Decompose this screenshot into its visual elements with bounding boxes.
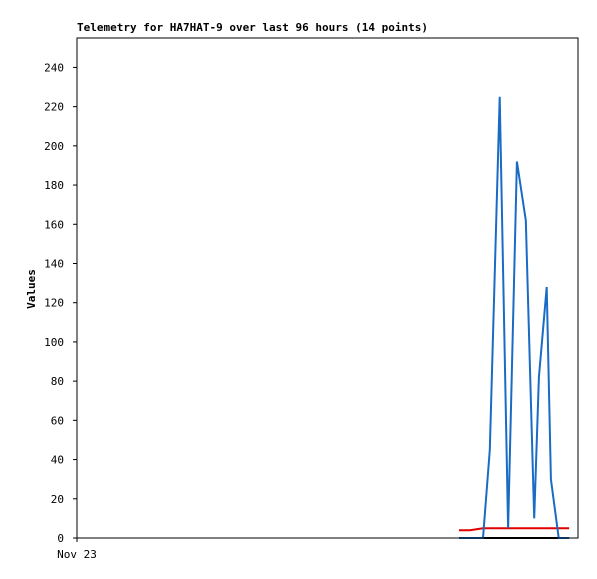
y-tick-label: 120	[44, 297, 64, 310]
y-axis-label: Values	[25, 269, 38, 309]
y-tick-label: 200	[44, 140, 64, 153]
y-tick-label: 160	[44, 218, 64, 231]
y-tick-label: 100	[44, 336, 64, 349]
y-tick-label: 0	[57, 532, 64, 545]
y-tick-label: 180	[44, 179, 64, 192]
y-tick-label: 240	[44, 61, 64, 74]
y-tick-label: 60	[51, 414, 64, 427]
chart-title: Telemetry for HA7HAT-9 over last 96 hour…	[77, 21, 428, 34]
y-tick-label: 220	[44, 101, 64, 114]
y-tick-label: 40	[51, 454, 64, 467]
y-tick-label: 140	[44, 257, 64, 270]
plot-frame	[76, 37, 579, 539]
y-tick-label: 80	[51, 375, 64, 388]
y-tick-label: 20	[51, 493, 64, 506]
series-line	[459, 96, 570, 539]
x-tick-label: Nov 23	[57, 548, 97, 561]
